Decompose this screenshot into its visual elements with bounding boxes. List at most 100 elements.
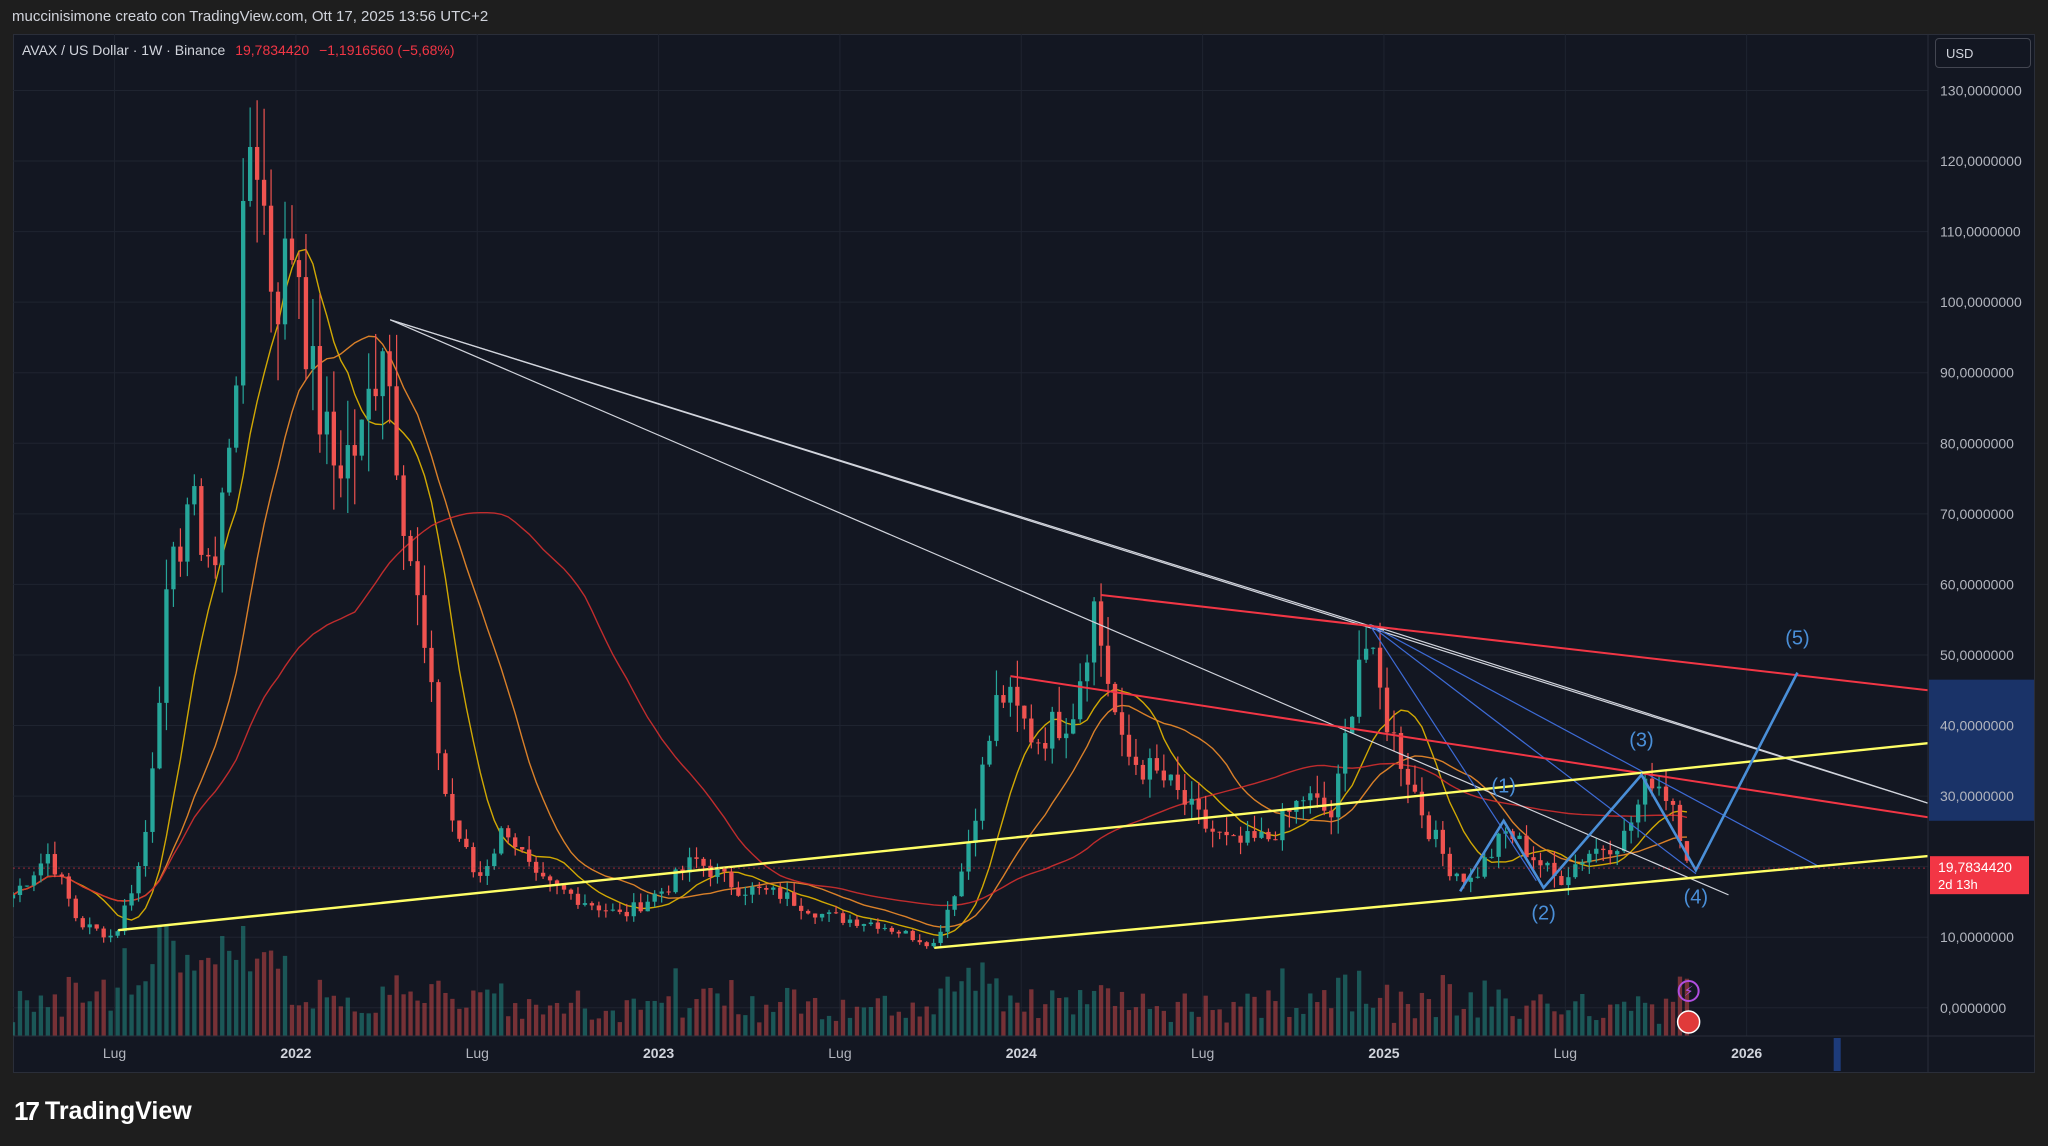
candle (1147, 758, 1153, 780)
candle (694, 857, 699, 859)
symbol-title: AVAX / US Dollar · 1W · Binance (22, 42, 226, 58)
volume-bar (129, 994, 134, 1036)
candle (1656, 786, 1662, 789)
event-lightning-icon[interactable] (1677, 980, 1700, 1002)
volume-bar (1419, 992, 1425, 1036)
candle (757, 886, 762, 888)
volume-bar (136, 985, 141, 1036)
x-tick-label: 2022 (280, 1045, 311, 1061)
trendline-white[interactable] (390, 319, 1385, 631)
volume-bar (1580, 993, 1585, 1036)
candle (101, 928, 106, 938)
last-price-label: 19,7834420 (1938, 859, 2012, 875)
candle (1552, 862, 1557, 876)
candle (1015, 686, 1020, 706)
candle (73, 898, 78, 919)
volume-bar (331, 995, 337, 1036)
volume-bar (938, 988, 943, 1036)
volume-bar (1077, 990, 1083, 1036)
volume-bar (1426, 999, 1432, 1036)
trendline-blue[interactable] (1368, 624, 1537, 882)
y-tick-label: 60,0000000 (1940, 576, 2014, 592)
volume-bar (17, 990, 23, 1036)
volume-bar (108, 1010, 113, 1036)
volume-bar (1517, 1018, 1522, 1036)
candle (1189, 798, 1194, 805)
candle (310, 346, 316, 370)
trendline-blue[interactable] (1369, 624, 1820, 868)
currency-button[interactable]: USD (1935, 38, 2031, 68)
candle (450, 793, 455, 821)
candle (1077, 681, 1083, 720)
candle (436, 682, 441, 754)
volume-bar (443, 992, 448, 1036)
volume-bar (1196, 1016, 1201, 1036)
volume-bar (254, 958, 260, 1036)
candle (1461, 873, 1466, 882)
chart-attribution: muccinisimone creato con TradingView.com… (12, 8, 489, 25)
volume-bar (1377, 997, 1383, 1036)
candle (129, 893, 134, 906)
volume-bar (1370, 1007, 1376, 1036)
volume-bar (1496, 989, 1501, 1036)
wave-label: (5) (1785, 627, 1809, 649)
volume-bar (875, 998, 881, 1036)
trendline-red[interactable] (1010, 675, 1929, 819)
volume-bar (903, 1017, 908, 1036)
candle (540, 872, 546, 877)
candle (94, 924, 99, 929)
candle (1642, 778, 1648, 805)
volume-bar (1022, 1011, 1027, 1036)
candle (59, 874, 64, 877)
volume-bar (610, 1010, 615, 1036)
volume-bar (638, 1009, 643, 1036)
candle (1601, 848, 1606, 851)
volume-bar (380, 986, 385, 1036)
volume-bar (1182, 993, 1187, 1036)
trendline-white[interactable] (389, 319, 1729, 896)
candle (471, 847, 476, 873)
volume-bar (1084, 1004, 1090, 1036)
candle (1538, 860, 1543, 866)
elliott-wave-path[interactable] (1459, 672, 1799, 893)
candle (1649, 778, 1655, 789)
volume-bar (805, 1001, 811, 1036)
volume-bar (575, 990, 581, 1036)
volume-bar (701, 988, 706, 1036)
volume-bar (771, 1011, 776, 1036)
candle (157, 702, 162, 769)
volume-bar (715, 993, 720, 1036)
trendline-yellow[interactable] (934, 854, 1929, 949)
volume-bar (519, 1018, 525, 1036)
volume-bar (1343, 974, 1348, 1036)
candle (854, 919, 860, 926)
candle (994, 695, 999, 741)
event-us-flag-icon[interactable] (1676, 1010, 1701, 1034)
candle (45, 854, 51, 864)
candle (582, 903, 588, 905)
volume-bar (275, 968, 281, 1036)
trendline-blue[interactable] (1369, 624, 1697, 875)
volume-bar (1140, 993, 1146, 1036)
volume-bar (1670, 1001, 1676, 1036)
candle (973, 820, 978, 843)
candle (959, 871, 964, 897)
volume-bar (1105, 988, 1111, 1036)
volume-bar (959, 981, 964, 1036)
volume-bar (826, 1015, 832, 1036)
candle (485, 866, 490, 876)
volume-bar (1189, 1011, 1194, 1036)
trendline-red[interactable] (1100, 593, 1929, 692)
candle (1196, 798, 1201, 810)
volume-bar (987, 983, 992, 1036)
trendline-yellow[interactable] (118, 741, 1929, 932)
volume-bar (1363, 1003, 1369, 1036)
volume-bar (1203, 995, 1208, 1036)
candle (143, 831, 148, 867)
candle (1356, 659, 1362, 717)
y-tick-label: 50,0000000 (1940, 647, 2014, 663)
y-tick-label: 120,0000000 (1940, 153, 2022, 169)
price-chart[interactable]: (1) (2) (3) (4) (5) 130,0000000 120,0000000 110… (13, 34, 2035, 1073)
candle (331, 411, 337, 466)
trendline-white[interactable] (1369, 624, 1929, 804)
